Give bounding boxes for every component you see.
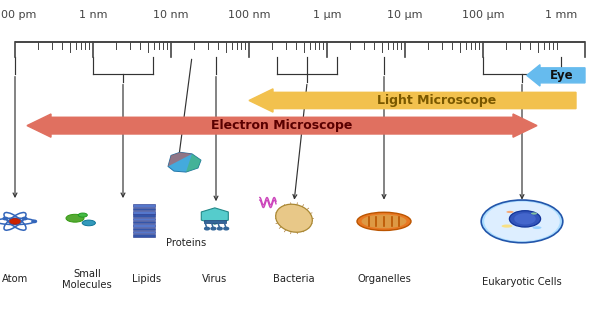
- Bar: [133, 231, 155, 233]
- Text: Organelles: Organelles: [357, 274, 411, 284]
- Text: 1 nm: 1 nm: [79, 10, 107, 20]
- Bar: [133, 211, 155, 214]
- FancyArrow shape: [51, 114, 537, 137]
- Ellipse shape: [357, 212, 411, 230]
- Circle shape: [205, 227, 209, 230]
- Text: Bacteria: Bacteria: [273, 274, 315, 284]
- Text: Light Microscope: Light Microscope: [377, 94, 496, 107]
- Bar: [133, 234, 155, 237]
- Ellipse shape: [531, 212, 537, 215]
- Ellipse shape: [361, 214, 407, 228]
- Text: 100 nm: 100 nm: [228, 10, 270, 20]
- Bar: [204, 220, 226, 223]
- Text: Atom: Atom: [2, 274, 28, 284]
- Text: Eukaryotic Cells: Eukaryotic Cells: [482, 277, 562, 287]
- Text: Small
Molecules: Small Molecules: [62, 269, 112, 290]
- Circle shape: [224, 227, 229, 230]
- Bar: [133, 204, 155, 207]
- Circle shape: [217, 227, 222, 230]
- Text: 100 μm: 100 μm: [462, 10, 504, 20]
- Polygon shape: [168, 152, 192, 166]
- Circle shape: [3, 217, 8, 220]
- Ellipse shape: [275, 204, 313, 232]
- FancyArrow shape: [527, 65, 585, 86]
- Polygon shape: [168, 152, 201, 172]
- Circle shape: [211, 227, 216, 230]
- Ellipse shape: [82, 220, 95, 226]
- Text: 10 μm: 10 μm: [387, 10, 423, 20]
- Bar: [133, 224, 155, 227]
- Circle shape: [22, 217, 27, 220]
- Ellipse shape: [506, 211, 514, 213]
- Polygon shape: [186, 154, 201, 172]
- Text: 1 μm: 1 μm: [313, 10, 341, 20]
- Ellipse shape: [533, 226, 542, 229]
- Text: 1 mm: 1 mm: [545, 10, 577, 20]
- FancyArrow shape: [249, 89, 576, 112]
- Bar: [133, 214, 155, 217]
- Ellipse shape: [66, 214, 84, 222]
- Bar: [133, 218, 155, 220]
- Ellipse shape: [502, 225, 512, 228]
- Bar: [133, 208, 155, 210]
- Circle shape: [481, 200, 563, 243]
- Bar: [133, 221, 155, 224]
- Text: Proteins: Proteins: [166, 238, 206, 248]
- Text: Virus: Virus: [202, 274, 227, 284]
- Text: Electron Microscope: Electron Microscope: [211, 119, 353, 132]
- Circle shape: [10, 219, 20, 224]
- Text: Eye: Eye: [550, 69, 574, 82]
- Circle shape: [484, 202, 560, 241]
- FancyArrow shape: [27, 114, 513, 137]
- Bar: [133, 228, 155, 230]
- Circle shape: [32, 220, 37, 223]
- Ellipse shape: [79, 213, 88, 217]
- Text: Lipids: Lipids: [133, 274, 161, 284]
- Circle shape: [509, 211, 541, 227]
- Circle shape: [514, 213, 536, 225]
- Text: 10 nm: 10 nm: [153, 10, 189, 20]
- Text: 100 pm: 100 pm: [0, 10, 36, 20]
